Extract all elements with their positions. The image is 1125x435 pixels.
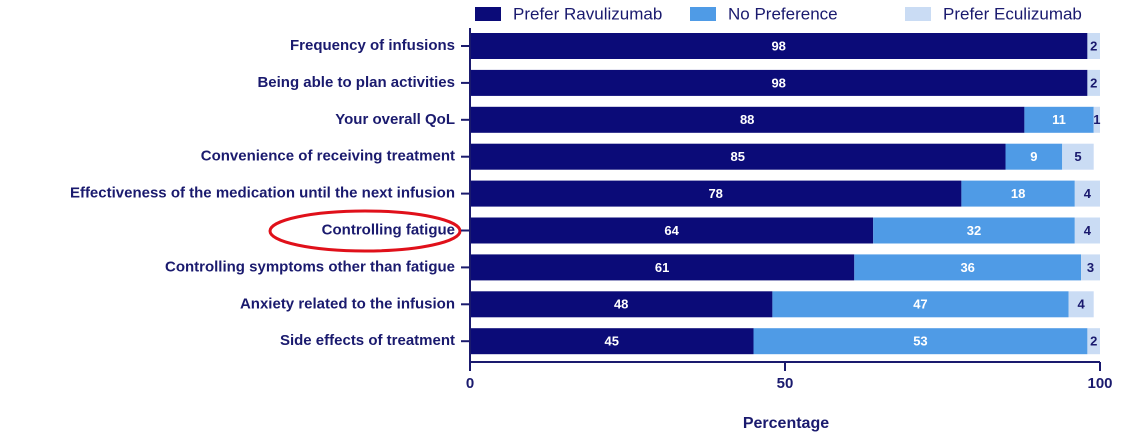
bar-segment [470,217,874,244]
legend-swatch [690,7,716,21]
value-label: 32 [967,223,981,238]
value-label: 4 [1084,186,1092,201]
bar-segment [1005,143,1063,170]
bar-segment [470,180,962,207]
x-tick-label: 100 [1087,375,1112,392]
y-tick-label: Effectiveness of the medication until th… [70,185,455,202]
value-label: 88 [740,112,754,127]
value-label: 9 [1030,149,1037,164]
value-label: 98 [771,75,785,90]
value-label: 78 [708,186,722,201]
bar-segment [1074,180,1100,207]
y-tick-label: Side effects of treatment [280,332,455,349]
value-label: 1 [1093,112,1100,127]
value-label: 85 [731,149,745,164]
value-label: 53 [913,334,927,349]
value-label: 2 [1090,334,1097,349]
bar-segment [961,180,1075,207]
bar-segment [1062,143,1094,170]
value-label: 5 [1074,149,1081,164]
value-label: 61 [655,260,669,275]
value-label: 4 [1077,297,1085,312]
value-label: 3 [1087,260,1094,275]
legend-swatch [905,7,931,21]
value-label: 48 [614,297,628,312]
bar-segment [772,291,1069,318]
x-tick-label: 0 [466,375,474,392]
legend-label: No Preference [728,4,838,23]
bar-segment [470,328,754,355]
bar-segment [470,69,1088,96]
bar-segment [1068,291,1094,318]
y-tick-label: Controlling symptoms other than fatigue [165,258,455,275]
legend-swatch [475,7,501,21]
y-tick-label: Controlling fatigue [322,221,455,238]
value-label: 2 [1090,75,1097,90]
x-tick-label: 50 [777,375,794,392]
value-label: 4 [1084,223,1092,238]
value-label: 18 [1011,186,1025,201]
value-label: 36 [960,260,974,275]
bar-segment [1087,69,1100,96]
bar-segment [854,254,1082,281]
bar-segment [470,254,855,281]
value-label: 47 [913,297,927,312]
bar-segment [1093,106,1100,133]
x-axis-title: Percentage [743,415,829,432]
y-tick-label: Your overall QoL [335,111,455,128]
bar-segment [470,33,1088,59]
bar-segment [753,328,1088,355]
bar-segment [1024,106,1094,133]
value-label: 45 [605,334,619,349]
y-tick-label: Anxiety related to the infusion [240,295,455,312]
value-label: 11 [1052,112,1066,127]
bar-segment [1081,254,1100,281]
legend-label: Prefer Ravulizumab [513,4,662,23]
bar-segment [470,106,1025,133]
highlight-ellipse [268,209,462,253]
bar-segment [1087,33,1100,59]
bar-segment [470,291,773,318]
bar-segment [470,143,1006,170]
legend-label: Prefer Eculizumab [943,4,1082,23]
y-tick-label: Being able to plan activities [257,74,455,91]
bar-segment [1087,328,1100,355]
value-label: 98 [771,38,785,53]
value-label: 64 [664,223,679,238]
value-label: 2 [1090,38,1097,53]
y-tick-label: Frequency of infusions [290,37,455,54]
bar-segment [873,217,1075,244]
y-tick-label: Convenience of receiving treatment [201,148,455,165]
bar-segment [1074,217,1100,244]
